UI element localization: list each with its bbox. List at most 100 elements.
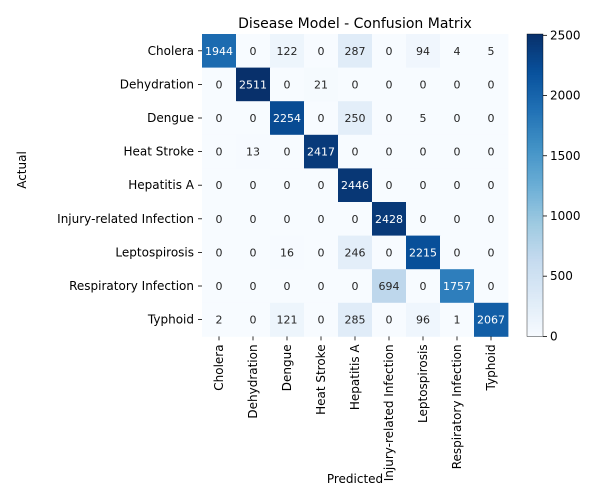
y-tick-label: Dengue — [147, 111, 194, 125]
colorbar-segment — [527, 303, 543, 307]
colorbar-segment — [527, 41, 543, 45]
colorbar-segment — [527, 44, 543, 48]
colorbar-segment — [527, 301, 543, 305]
heatmap-cell — [202, 269, 237, 304]
heatmap-cell — [372, 235, 407, 270]
colorbar-segment — [527, 86, 543, 91]
cell-value-label: 0 — [386, 179, 393, 192]
cell-value-label: 1 — [454, 314, 461, 327]
colorbar-segment — [527, 192, 543, 196]
colorbar-segment — [527, 114, 543, 118]
cell-value-label: 0 — [250, 280, 257, 293]
cell-value-label: 121 — [277, 314, 298, 327]
colorbar-segment — [527, 91, 543, 96]
heatmap-cell — [372, 202, 407, 236]
colorbar-segment — [527, 233, 543, 237]
cell-value-label: 0 — [216, 280, 223, 293]
heatmap-cell — [440, 235, 475, 270]
colorbar-segment — [527, 162, 543, 166]
heatmap-cell — [236, 168, 271, 203]
colorbar-segment — [527, 250, 543, 254]
heatmap-cell — [202, 134, 237, 169]
cell-value-label: 0 — [386, 246, 393, 259]
colorbar-segment — [527, 190, 543, 194]
colorbar-segment — [527, 109, 543, 113]
heatmap-cell — [304, 134, 339, 169]
cell-value-label: 0 — [318, 45, 325, 58]
heatmap-cell — [304, 235, 339, 270]
colorbar-segment — [527, 316, 543, 320]
colorbar-tick-label: 2000 — [550, 89, 581, 103]
heatmap-cell — [236, 67, 271, 102]
cell-value-label: 246 — [345, 246, 366, 259]
cell-value-label: 250 — [345, 112, 366, 125]
colorbar-segment — [527, 99, 543, 103]
colorbar-segment — [527, 308, 543, 312]
y-tick-label: Typhoid — [147, 313, 194, 327]
x-axis-label: Predicted — [327, 472, 383, 486]
colorbar-segment — [527, 321, 543, 325]
cell-value-label: 0 — [250, 213, 257, 226]
colorbar-tick-label: 500 — [550, 269, 573, 283]
heatmap-cell — [202, 202, 237, 236]
colorbar-segment — [527, 117, 543, 121]
x-tick-label: Dehydration — [246, 344, 260, 418]
colorbar-segment — [527, 112, 543, 116]
cell-value-label: 0 — [488, 78, 495, 91]
heatmap-cell — [236, 202, 271, 236]
heatmap-cell — [372, 134, 407, 169]
colorbar-segment — [527, 66, 543, 70]
colorbar-segment — [527, 81, 543, 85]
heatmap-cell — [406, 235, 441, 270]
heatmap-cell — [474, 67, 509, 102]
heatmap-cell — [270, 168, 305, 203]
colorbar-segment — [527, 306, 543, 310]
cell-value-label: 2446 — [341, 179, 369, 192]
colorbar-segment — [527, 187, 543, 191]
cell-value-label: 0 — [216, 246, 223, 259]
cell-value-label: 2067 — [477, 314, 505, 327]
colorbar-segment — [527, 268, 543, 272]
heatmap-cell — [372, 269, 407, 304]
heatmap-cell — [202, 101, 237, 136]
chart-title: Disease Model - Confusion Matrix — [238, 16, 472, 32]
colorbar-segment — [527, 207, 543, 211]
colorbar-segment — [527, 195, 543, 199]
colorbar-segment — [527, 185, 543, 189]
colorbar-tick-label: 2500 — [550, 28, 581, 42]
colorbar-tick-label: 1500 — [550, 149, 581, 163]
cell-value-label: 0 — [284, 179, 291, 192]
colorbar-tick-label: 0 — [550, 329, 558, 343]
y-tick-label: Injury-related Infection — [57, 212, 194, 226]
colorbar-segment — [527, 49, 543, 53]
colorbar-segment — [527, 318, 543, 322]
colorbar-segment — [527, 175, 543, 179]
cell-value-label: 0 — [250, 246, 257, 259]
colorbar-segment — [527, 326, 543, 330]
heatmap-cell — [236, 235, 271, 270]
heatmap-cell — [270, 235, 305, 270]
y-tick-label: Dehydration — [120, 77, 194, 91]
heatmap-cell — [406, 34, 441, 68]
colorbar-segment — [527, 182, 543, 186]
colorbar-segment — [527, 46, 543, 50]
colorbar-segment — [527, 149, 543, 154]
heatmap-cell — [372, 168, 407, 203]
heatmap-cell — [474, 168, 509, 203]
x-tick-label: Dengue — [280, 344, 294, 391]
cell-value-label: 0 — [454, 78, 461, 91]
colorbar-segment — [527, 89, 543, 93]
colorbar-segment — [527, 240, 543, 244]
colorbar-segment — [527, 61, 543, 65]
colorbar-segment — [527, 253, 543, 257]
heatmap-cell — [270, 67, 305, 102]
colorbar-segment — [527, 76, 543, 80]
heatmap-cell — [440, 101, 475, 136]
cell-value-label: 2254 — [273, 112, 301, 125]
colorbar-segment — [527, 323, 543, 327]
colorbar-segment — [527, 263, 543, 267]
cell-value-label: 694 — [379, 280, 400, 293]
heatmap-cell — [406, 101, 441, 136]
colorbar-segment — [527, 157, 543, 161]
